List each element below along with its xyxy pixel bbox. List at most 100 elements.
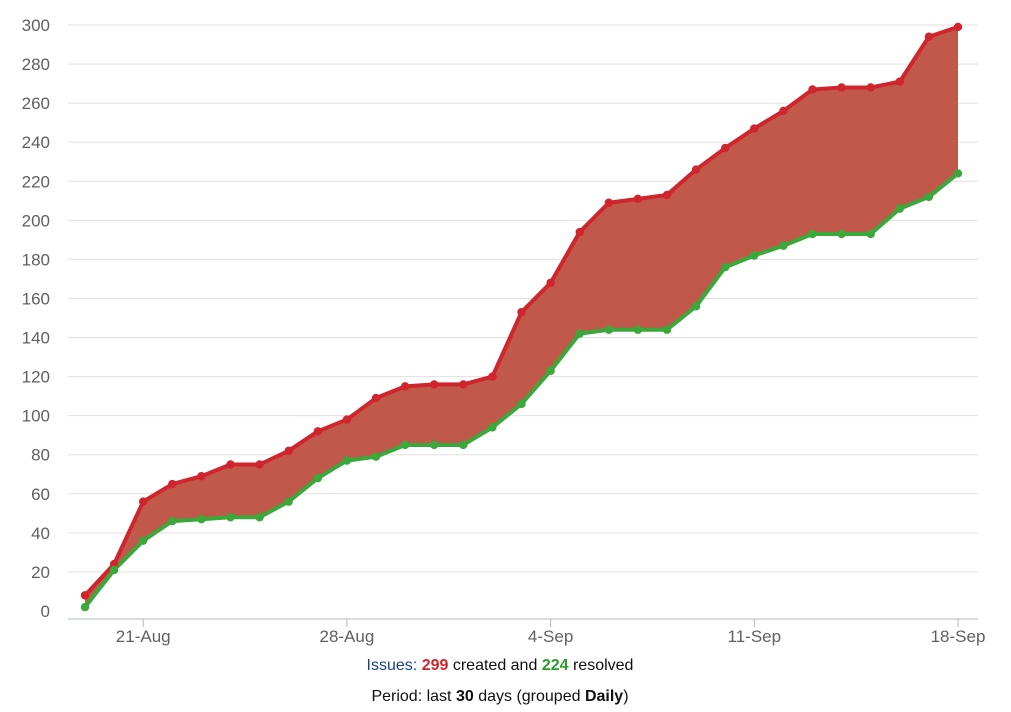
created-series-point: [924, 32, 934, 41]
resolved-series-point: [400, 440, 410, 450]
created-series-point: [866, 83, 875, 92]
area-fill: [85, 26, 958, 608]
created-count: 299: [421, 657, 449, 674]
resolved-series-point: [691, 302, 701, 311]
resolved-series-point: [168, 516, 177, 526]
created-series-point: [488, 372, 497, 381]
resolved-series-point: [459, 440, 468, 450]
period-middle: days (grouped: [478, 688, 581, 705]
y-tick-label: 240: [22, 133, 50, 152]
resolved-series-point: [139, 536, 148, 545]
resolved-series-point: [255, 513, 264, 522]
resolved-series-point: [808, 229, 817, 239]
created-series-point: [284, 446, 293, 456]
created-series-point: [575, 227, 584, 237]
created-series-point: [721, 143, 730, 153]
resolved-series-point: [546, 366, 555, 375]
resolved-series-point: [866, 229, 875, 239]
created-series-point: [633, 194, 643, 204]
created-text: created and: [452, 657, 538, 674]
resolved-count: 224: [541, 657, 569, 674]
y-tick-label: 120: [22, 368, 50, 387]
period-caption: Period: last 30 days (grouped Daily): [0, 688, 1000, 706]
created-series-point: [546, 278, 555, 288]
created-series-point: [953, 22, 963, 32]
created-series-point: [662, 190, 672, 200]
y-tick-label: 60: [31, 485, 50, 504]
created-series-point: [342, 415, 352, 424]
created-series-point: [808, 85, 817, 94]
y-tick-label: 160: [22, 289, 50, 308]
x-tick-label: 18-Sep: [931, 627, 986, 646]
resolved-series-point: [109, 565, 119, 575]
created-series-point: [400, 382, 410, 391]
y-tick-label: 180: [22, 250, 50, 269]
resolved-series-point: [313, 473, 322, 483]
y-tick-label: 40: [31, 524, 50, 543]
y-tick-label: 140: [22, 329, 50, 348]
issues-label: Issues:: [366, 657, 418, 674]
resolved-series-point: [575, 329, 584, 338]
resolved-series-point: [895, 204, 904, 213]
y-tick-label: 200: [22, 211, 50, 230]
resolved-series-point: [924, 192, 934, 202]
created-series-point: [197, 472, 206, 481]
y-tick-label: 20: [31, 563, 50, 582]
created-series-point: [517, 307, 526, 317]
created-series-point: [691, 165, 701, 174]
y-tick-label: 220: [22, 172, 50, 191]
resolved-text: resolved: [572, 657, 634, 674]
issues-chart: 0 20 40 60 80 100 120 140 160 180 200 220 240 260 280 3…: [22, 16, 986, 646]
resolved-series-point: [837, 229, 846, 239]
created-series-point: [109, 559, 119, 569]
axes: 0 20 40 60 80 100 120 140 160 180 200 220 240 260 280 3…: [22, 16, 986, 646]
resolved-series-point: [750, 251, 759, 260]
resolved-series-point: [197, 514, 206, 524]
x-tick-label: 21-Aug: [116, 627, 171, 646]
resolved-series-point: [721, 263, 730, 272]
resolved-series-point: [284, 497, 293, 506]
resolved-series-point: [779, 241, 788, 250]
resolved-series-point: [371, 452, 381, 461]
created-series-point: [430, 380, 439, 389]
y-tick-label: 260: [22, 94, 50, 113]
resolved-series-point: [633, 325, 643, 334]
period-suffix: ): [623, 688, 629, 705]
x-tick-label: 11-Sep: [728, 627, 782, 646]
series-points: [80, 22, 963, 612]
resolved-series-point: [517, 399, 526, 409]
created-series-point: [255, 460, 264, 469]
issues-summary-caption: Issues: 299 created and 224 resolved: [0, 657, 1000, 675]
created-series-point: [371, 393, 381, 403]
created-series-point: [80, 591, 90, 600]
period-days: 30: [455, 688, 474, 705]
resolved-series-point: [342, 456, 352, 465]
resolved-series-point: [80, 602, 90, 612]
resolved-series-point: [488, 423, 497, 432]
created-series-point: [459, 380, 468, 389]
created-series-point: [313, 427, 322, 436]
x-tick-label: 28-Aug: [319, 627, 374, 646]
resolved-series-point: [226, 513, 235, 522]
created-series-point: [779, 106, 788, 116]
resolved-series-point: [953, 169, 963, 178]
y-tick-label: 80: [31, 446, 50, 465]
created-series-point: [139, 497, 148, 506]
resolved-series-point: [604, 325, 613, 334]
created-series-point: [168, 479, 177, 489]
area-between-series: [85, 26, 958, 608]
created-series-point: [895, 77, 904, 86]
x-tick-label: 4-Sep: [528, 627, 573, 646]
period-group: Daily: [584, 688, 624, 705]
y-tick-label: 100: [22, 407, 50, 426]
created-series-point: [604, 198, 613, 207]
created-series-point: [226, 460, 235, 469]
y-tick-label: 300: [22, 16, 50, 35]
resolved-series-point: [430, 440, 439, 450]
created-series-point: [837, 83, 846, 92]
created-series-point: [750, 124, 759, 133]
y-tick-label: 280: [22, 55, 50, 74]
y-tick-label: 0: [41, 602, 50, 621]
period-prefix: Period: last: [371, 688, 452, 705]
resolved-series-point: [662, 325, 672, 334]
